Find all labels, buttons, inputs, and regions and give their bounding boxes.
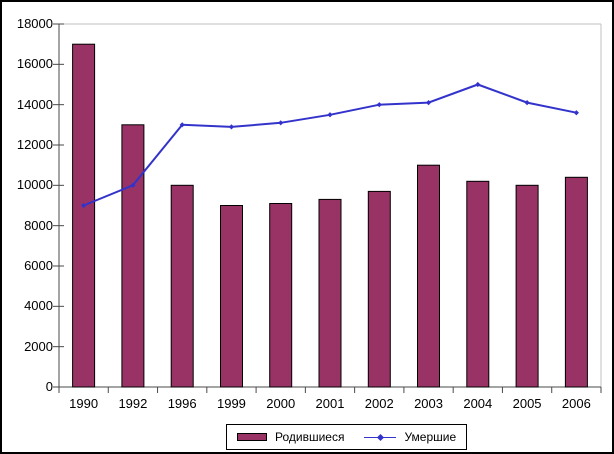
line-marker-1992 bbox=[130, 182, 136, 188]
legend-bar-swatch-icon bbox=[237, 433, 267, 441]
line-marker-1996 bbox=[179, 122, 185, 128]
x-tick-label: 2000 bbox=[266, 396, 296, 411]
bar-1999 bbox=[220, 205, 243, 388]
line-marker-2003 bbox=[425, 100, 432, 106]
legend-label-births: Родившиеся bbox=[275, 430, 345, 444]
y-tick-label: 6000 bbox=[24, 258, 53, 273]
line-marker-1999 bbox=[228, 124, 235, 130]
bar-2003 bbox=[417, 164, 440, 388]
bar-2000 bbox=[269, 203, 293, 388]
y-tick-label: 8000 bbox=[24, 217, 53, 233]
legend-line-swatch-icon bbox=[364, 433, 397, 442]
bar-2005 bbox=[515, 184, 539, 388]
bar-1990 bbox=[72, 43, 96, 388]
line-series bbox=[83, 83, 577, 207]
bar-2001 bbox=[318, 198, 342, 388]
legend-label-deaths: Умершие bbox=[404, 430, 457, 444]
line-marker-2002 bbox=[376, 102, 382, 108]
x-tick-label: 2006 bbox=[561, 396, 591, 411]
y-tick-label: 0 bbox=[45, 379, 53, 394]
bar-1992 bbox=[121, 124, 145, 388]
line-marker-2006 bbox=[573, 110, 579, 116]
bar-2002 bbox=[367, 190, 391, 388]
x-tick-label: 1999 bbox=[216, 396, 246, 411]
line-marker-1990 bbox=[81, 202, 87, 209]
x-tick-label: 2005 bbox=[512, 396, 542, 411]
line-marker-2000 bbox=[278, 120, 284, 126]
bar-2004 bbox=[466, 180, 490, 388]
legend: Родившиеся Умершие bbox=[226, 424, 468, 450]
x-tick-label: 2003 bbox=[414, 396, 443, 411]
y-tick-label: 18000 bbox=[16, 16, 53, 31]
y-tick-label: 14000 bbox=[16, 96, 53, 112]
y-tick-label: 2000 bbox=[24, 338, 53, 354]
line-marker-2001 bbox=[327, 112, 333, 118]
bar-2006 bbox=[564, 176, 588, 388]
x-tick-label: 1996 bbox=[167, 396, 197, 411]
y-tick-label: 10000 bbox=[16, 177, 53, 193]
y-tick-label: 12000 bbox=[16, 137, 53, 152]
x-tick-label: 1990 bbox=[69, 396, 99, 411]
legend-line-marker-icon bbox=[377, 433, 385, 441]
x-tick-label: 2004 bbox=[463, 396, 493, 411]
y-tick-label: 16000 bbox=[16, 56, 53, 72]
bar-1996 bbox=[170, 184, 194, 388]
x-tick-label: 1992 bbox=[118, 396, 148, 411]
line-marker-2005 bbox=[524, 100, 530, 106]
x-tick-label: 2002 bbox=[364, 396, 394, 411]
x-tick-label: 2001 bbox=[315, 396, 345, 411]
line-marker-2004 bbox=[475, 81, 481, 88]
y-tick-label: 4000 bbox=[24, 298, 53, 314]
